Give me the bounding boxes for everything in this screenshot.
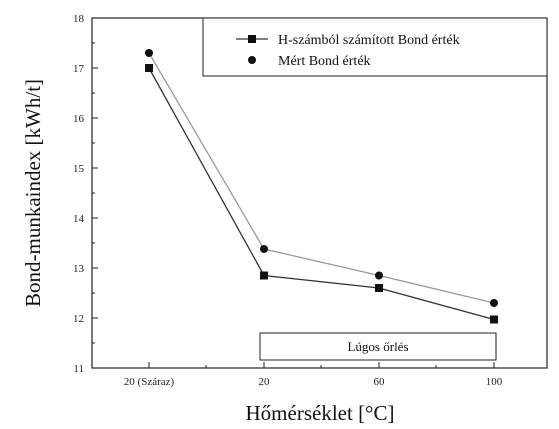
data-point-square (490, 315, 498, 324)
series-line-0 (148, 67, 495, 321)
x-tick-label: 100 (486, 376, 503, 388)
annotation-box (259, 332, 497, 361)
y-axis: 11 12 13 14 15 16 17 18 (73, 13, 98, 375)
legend: H-számból számított Bond érték Mért Bond… (202, 17, 548, 77)
data-point-circle (260, 245, 268, 253)
data-point-circle (145, 49, 153, 57)
series-line-1 (148, 52, 495, 304)
data-point-square (145, 64, 153, 72)
legend-box (202, 17, 548, 77)
y-tick-label: 17 (73, 63, 85, 75)
x-axis-title: Hőmérséklet [°C] (246, 401, 395, 425)
series-layer (145, 49, 498, 324)
y-tick-label: 13 (73, 263, 85, 275)
annotation-label: Lúgos őrlés (347, 339, 408, 354)
data-point-square (375, 284, 383, 292)
x-tick-label: 20 (259, 376, 271, 388)
data-point-circle (490, 299, 498, 307)
x-tick-label: 60 (374, 376, 386, 388)
y-tick-label: 16 (73, 113, 85, 125)
legend-marker-square (248, 35, 256, 43)
annotation: Lúgos őrlés (259, 332, 497, 361)
y-tick-label: 18 (73, 13, 85, 25)
data-point-circle (375, 271, 383, 280)
legend-marker-circle (248, 56, 256, 64)
x-axis: 20 (Száraz) 20 60 100 (124, 362, 503, 388)
y-tick-label: 11 (73, 363, 84, 375)
y-tick-label: 12 (73, 313, 84, 325)
y-axis-title: Bond-munkaindex [kWh/t] (21, 79, 45, 307)
data-point-square (260, 271, 268, 280)
y-tick-label: 15 (73, 163, 85, 175)
legend-label-0: H-számból számított Bond érték (278, 33, 460, 48)
legend-label-1: Mért Bond érték (278, 54, 371, 69)
y-tick-label: 14 (73, 213, 85, 225)
x-tick-label: 20 (Száraz) (124, 376, 175, 388)
